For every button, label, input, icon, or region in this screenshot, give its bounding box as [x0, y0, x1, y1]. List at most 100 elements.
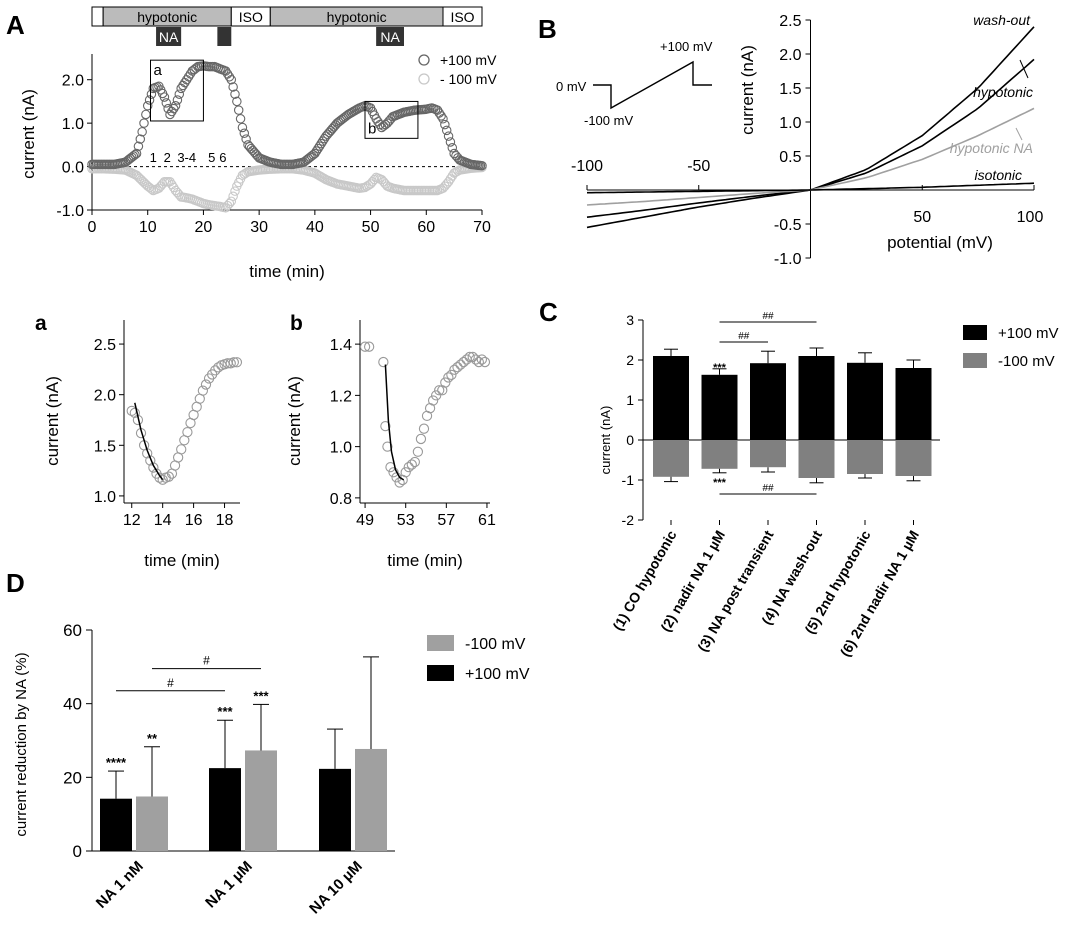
significance-stars: ***: [217, 704, 233, 719]
data-point: [200, 379, 212, 390]
inset-label: b: [368, 120, 376, 137]
y-tick-label: 2.0: [94, 388, 116, 405]
bar: [653, 356, 689, 440]
inset-box: [364, 100, 419, 139]
bar: [895, 440, 932, 476]
legend-label: -100 mV: [998, 353, 1055, 370]
time-marker: 6: [219, 150, 226, 165]
y-tick-label: 60: [63, 621, 82, 640]
data-point: [176, 444, 187, 455]
y-tick-label: 1.4: [330, 337, 352, 354]
x-axis-label: time (min): [144, 551, 220, 570]
curve-label: isotonic: [975, 167, 1022, 183]
data-point: [440, 377, 451, 388]
x-axis-label: time (min): [387, 551, 463, 570]
protocol-label: +100 mV: [660, 39, 713, 54]
bar: [136, 796, 168, 851]
data-point-pos: [172, 95, 183, 105]
category-label: NA 10 µM: [306, 858, 366, 918]
time-marker: 3-4: [177, 150, 196, 165]
y-axis-label: current (nA): [285, 376, 304, 466]
x-tick-label: 60: [417, 219, 435, 236]
data-point: [148, 462, 159, 473]
data-point-pos: [310, 148, 320, 159]
category-label: NA 1 µM: [202, 858, 256, 912]
data-point: [213, 362, 224, 373]
data-point: [388, 467, 399, 478]
panel-a: hypotonic ISO hypotonic ISO NA NA -1.0 0.0 1.0 2.…: [19, 6, 497, 281]
x-tick-label: 57: [437, 512, 455, 529]
data-point: [449, 364, 460, 375]
data-point: [157, 474, 168, 485]
data-point: [129, 407, 140, 419]
data-point-pos: [440, 119, 450, 130]
stimulus-label: ISO: [239, 9, 263, 25]
data-point-pos: [232, 96, 242, 107]
data-point-pos: [135, 134, 146, 144]
data-point: [210, 365, 221, 376]
data-point-pos: [311, 146, 322, 156]
y-tick-label: 1.5: [94, 438, 116, 455]
y-tick-label: -1: [622, 472, 635, 488]
y-tick-label: 1.0: [330, 440, 352, 457]
data-point-pos: [340, 112, 350, 122]
data-point: [382, 441, 393, 452]
significance-label: ##: [762, 311, 774, 322]
legend-swatch: [963, 325, 987, 340]
data-point-pos: [142, 101, 153, 111]
y-axis-label: current (nA): [19, 89, 38, 179]
y-tick-label: 2: [626, 352, 634, 368]
y-tick-label: 0.5: [779, 149, 801, 166]
data-point: [406, 459, 417, 470]
y-axis-label: current (nA): [738, 45, 757, 135]
x-tick-label: 14: [154, 512, 172, 529]
bar: [895, 368, 932, 440]
significance-stars: **: [147, 731, 158, 746]
x-tick-label: 16: [185, 512, 203, 529]
legend-swatch: [427, 665, 454, 681]
x-tick-label-top: -100: [571, 158, 603, 175]
data-point-pos: [174, 89, 185, 99]
data-point: [415, 433, 427, 445]
data-point: [467, 351, 478, 363]
data-point: [476, 354, 488, 365]
data-point: [412, 446, 424, 457]
data-point: [359, 341, 371, 352]
data-point: [126, 405, 137, 417]
legend-label: +100 mV: [998, 325, 1058, 342]
data-point: [473, 356, 484, 368]
drug-segment: [156, 27, 182, 46]
data-point: [446, 369, 457, 381]
x-axis-label: potential (mV): [887, 233, 993, 252]
legend-label: +100 mV: [440, 52, 497, 68]
y-tick-label: 0: [73, 842, 82, 861]
data-point-pos: [314, 141, 325, 151]
significance-stars: ***: [713, 477, 727, 489]
y-axis-label: current reduction by NA (%): [13, 652, 30, 836]
data-point-pos: [141, 109, 151, 120]
x-tick-label: 50: [362, 219, 380, 236]
data-point-pos: [306, 151, 317, 161]
curve-label-pointer: [1015, 127, 1023, 141]
y-tick-label: 1.0: [62, 116, 84, 133]
curve-label: hypotonic NA: [950, 140, 1033, 156]
stimulus-label: hypotonic: [327, 9, 387, 25]
data-point-pos: [137, 127, 147, 137]
bar: [100, 798, 132, 851]
bar: [847, 362, 883, 440]
y-tick-label: 1.0: [779, 115, 801, 132]
panel-b: b 0.8 1.0 1.2 1.4 49 53 57 61 time (min) current (…: [285, 312, 496, 570]
data-point: [455, 359, 466, 370]
inset-box: [150, 59, 204, 122]
data-point: [197, 385, 209, 396]
data-point-pos: [443, 131, 454, 141]
data-point-pos: [128, 151, 139, 161]
bar: [750, 363, 786, 440]
data-point: [418, 423, 430, 434]
data-point-pos: [170, 101, 181, 111]
data-point: [163, 471, 175, 482]
data-point-neg: [230, 186, 240, 196]
stimulus-segment: [91, 6, 104, 27]
data-point: [443, 372, 454, 383]
data-point-pos: [233, 105, 244, 115]
